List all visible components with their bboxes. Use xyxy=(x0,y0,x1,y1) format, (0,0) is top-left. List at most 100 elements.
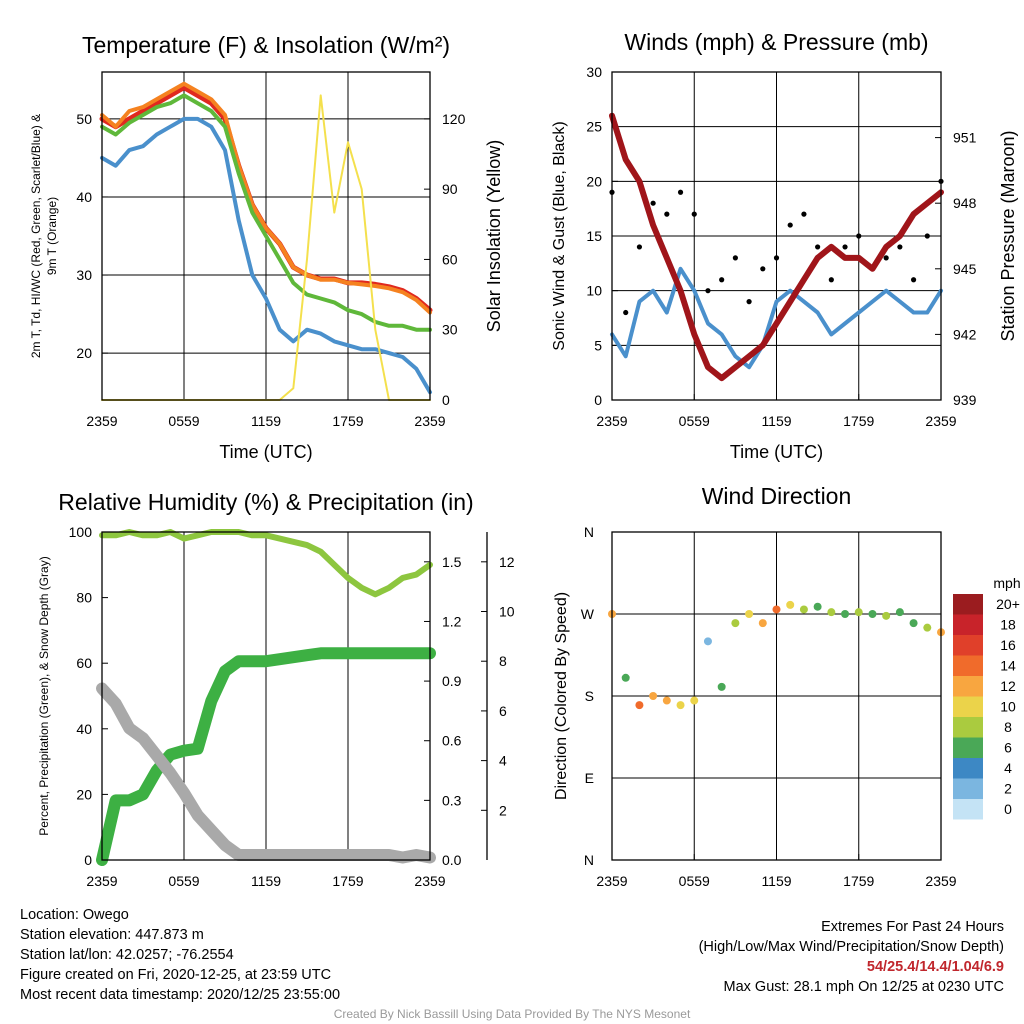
direction-point xyxy=(635,701,644,710)
gust-point xyxy=(677,189,684,195)
gust-point xyxy=(623,309,629,316)
direction-point xyxy=(662,696,671,705)
y-axis-label: Sonic Wind & Gust (Blue, Black) xyxy=(551,121,568,350)
y-axis-label: Percent, Precipitation (Green), & Snow D… xyxy=(37,556,51,835)
x-tick-label: 1159 xyxy=(761,413,791,429)
y-left-tick-label: E xyxy=(585,770,594,786)
gust-point xyxy=(719,277,725,283)
y-left-tick-label: 80 xyxy=(76,590,92,606)
panel-3: Relative Humidity (%) & Precipitation (i… xyxy=(37,489,515,889)
figure-created: Figure created on Fri, 2020-12-25, at 23… xyxy=(20,967,332,983)
y-left-tick-label: 60 xyxy=(76,655,92,671)
panel-title: Wind Direction xyxy=(702,483,852,509)
colorbar-swatch xyxy=(953,696,983,717)
x-tick-label: 0559 xyxy=(168,413,199,429)
direction-point xyxy=(799,605,808,614)
colorbar-label: 14 xyxy=(1000,658,1016,674)
gust-point xyxy=(760,266,766,272)
y-axis-label: 2m T, Td, HI/WC (Red, Green, Scarlet/Blu… xyxy=(29,114,43,358)
direction-point xyxy=(841,610,850,618)
direction-point xyxy=(745,610,754,618)
direction-point xyxy=(868,610,877,618)
extremes-values: 54/25.4/14.4/1.04/6.9 xyxy=(866,959,1004,975)
y-snow-tick-label: 8 xyxy=(499,653,507,669)
series-line-3 xyxy=(609,112,944,382)
x-tick-label: 2359 xyxy=(596,873,627,889)
y-right-tick-label: 60 xyxy=(442,251,458,267)
x-tick-label: 1759 xyxy=(332,873,363,889)
x-tick-label: 0559 xyxy=(679,413,710,429)
direction-point xyxy=(827,608,836,617)
y-left-tick-label: 30 xyxy=(586,64,602,80)
panel-2: Winds (mph) & Pressure (mb) 2359 0559 1159 1… xyxy=(551,29,1018,462)
y-left-tick-label: 20 xyxy=(76,345,92,361)
colorbar-swatch xyxy=(953,758,983,779)
direction-point xyxy=(909,619,918,628)
y-right-tick-label: 120 xyxy=(442,111,466,127)
credit-line: Created By Nick Bassill Using Data Provi… xyxy=(333,1007,691,1021)
gust-point xyxy=(856,233,862,239)
x-tick-label: 2359 xyxy=(414,413,445,429)
colorbar-label: 20+ xyxy=(996,596,1020,612)
plot-border xyxy=(611,531,942,861)
colorbar-label: 18 xyxy=(1000,617,1016,633)
y-precip-tick-label: 1.5 xyxy=(442,554,462,570)
colorbar-label: 0 xyxy=(1004,801,1012,817)
y-snow-tick-label: 2 xyxy=(499,802,507,818)
colorbar-label: 8 xyxy=(1004,719,1012,735)
y-left-tick-label: 25 xyxy=(586,119,602,135)
x-tick-label: 2359 xyxy=(86,873,117,889)
y-left-tick-label: S xyxy=(585,688,594,704)
y-snow-tick-label: 4 xyxy=(499,753,507,769)
direction-point xyxy=(717,682,726,691)
series-line-4 xyxy=(100,116,432,395)
gust-point xyxy=(910,277,917,283)
y-precip-tick-label: 0.3 xyxy=(442,792,462,808)
y-left-tick-label: N xyxy=(584,524,594,540)
y-left-tick-label: 20 xyxy=(586,173,602,189)
colorbar-swatch xyxy=(953,799,983,820)
gust-point xyxy=(897,244,903,250)
direction-point xyxy=(758,619,767,628)
direction-point xyxy=(621,673,630,682)
y-right-tick-label: 948 xyxy=(953,195,977,211)
y-right-tick-label: 90 xyxy=(442,181,458,197)
colorbar-swatch xyxy=(953,594,983,615)
colorbar-swatch xyxy=(953,635,983,656)
extremes-info: Extremes For Past 24 Hours (High/Low/Max… xyxy=(699,917,1004,997)
y-right-tick-label: 951 xyxy=(953,130,977,146)
y-left-tick-label: 5 xyxy=(594,337,602,353)
gust-point xyxy=(883,255,889,261)
extremes-title: Extremes For Past 24 Hours xyxy=(821,919,1004,935)
panel-title: Temperature (F) & Insolation (W/m²) xyxy=(82,32,450,58)
colorbar-label: 4 xyxy=(1004,760,1012,776)
colorbar-label: 10 xyxy=(1000,699,1016,715)
series-line-3 xyxy=(96,682,436,864)
x-tick-label: 2359 xyxy=(925,413,956,429)
y-snow-tick-label: 6 xyxy=(499,703,507,719)
y-snow-tick-label: 12 xyxy=(499,554,515,570)
direction-point xyxy=(731,619,740,628)
direction-point xyxy=(813,602,822,611)
x-tick-label: 1759 xyxy=(332,413,363,429)
colorbar-swatch xyxy=(953,614,983,635)
direction-point xyxy=(649,692,658,700)
y-precip-tick-label: 0.0 xyxy=(442,852,462,868)
y-left-tick-label: 10 xyxy=(586,283,602,299)
x-tick-label: 0559 xyxy=(679,873,710,889)
direction-point xyxy=(703,637,712,646)
x-tick-label: 0559 xyxy=(168,873,199,889)
gust-point xyxy=(801,211,807,217)
series-line-1 xyxy=(99,529,433,598)
direction-point xyxy=(786,600,795,609)
colorbar-swatch xyxy=(953,717,983,738)
plot-border xyxy=(611,71,942,401)
plot-border xyxy=(101,71,431,401)
colorbar-swatch xyxy=(953,655,983,676)
colorbar-label: 2 xyxy=(1004,781,1012,797)
gust-point xyxy=(636,244,643,250)
y-left-tick-label: 40 xyxy=(76,721,92,737)
colorbar-title: mph xyxy=(993,575,1020,591)
panel-1: Temperature (F) & Insolation (W/m²) 2359 0… xyxy=(29,32,504,462)
